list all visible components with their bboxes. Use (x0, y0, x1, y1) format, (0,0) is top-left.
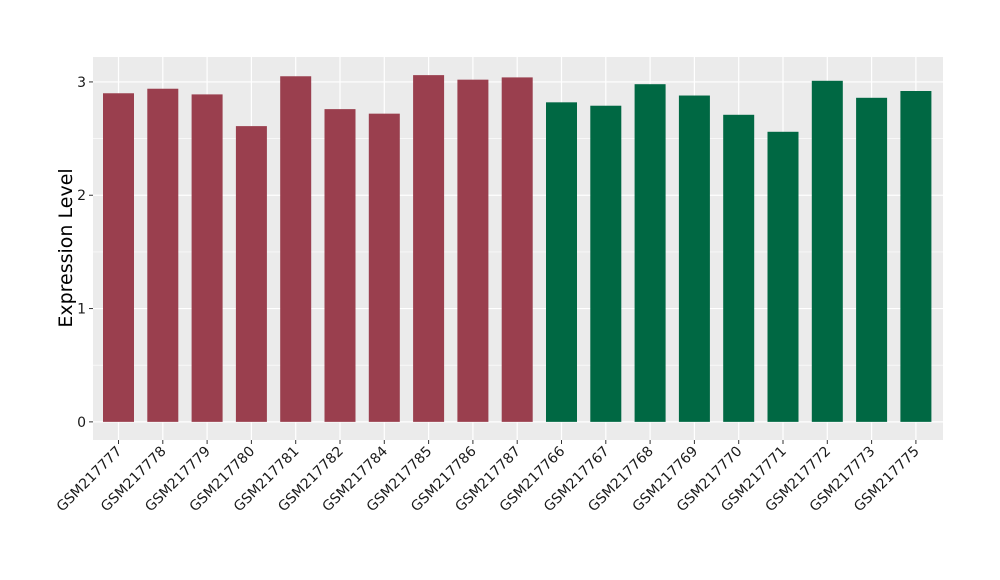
bar-GSM217766 (546, 102, 577, 422)
bar-GSM217768 (634, 84, 666, 422)
bar-GSM217787 (501, 77, 533, 422)
bar-GSM217779 (191, 94, 223, 422)
bar-GSM217777 (103, 93, 134, 422)
bar-GSM217785 (413, 75, 445, 422)
y-tick-label: 0 (77, 415, 86, 431)
bar-GSM217773 (856, 97, 888, 422)
bar-GSM217778 (147, 88, 179, 422)
bars (103, 75, 932, 422)
y-tick-label: 1 (77, 302, 86, 318)
y-tick-label: 3 (77, 75, 86, 91)
bar-GSM217770 (723, 114, 755, 422)
bar-GSM217784 (368, 113, 400, 422)
bar-GSM217781 (280, 76, 312, 422)
bar-GSM217786 (457, 79, 489, 422)
y-axis: 0 1 2 3 (77, 75, 93, 431)
x-axis: GSM217777GSM217778GSM217779GSM217780GSM2… (54, 440, 923, 515)
y-tick-label: 2 (77, 188, 86, 204)
bar-GSM217772 (811, 80, 843, 422)
bar-GSM217769 (678, 95, 710, 422)
bar-GSM217771 (767, 131, 799, 422)
bar-GSM217782 (324, 109, 356, 422)
bar-GSM217780 (235, 126, 267, 422)
y-axis-title: Expression Level (55, 168, 77, 327)
bar-GSM217775 (900, 90, 932, 422)
bar-GSM217767 (590, 105, 622, 422)
